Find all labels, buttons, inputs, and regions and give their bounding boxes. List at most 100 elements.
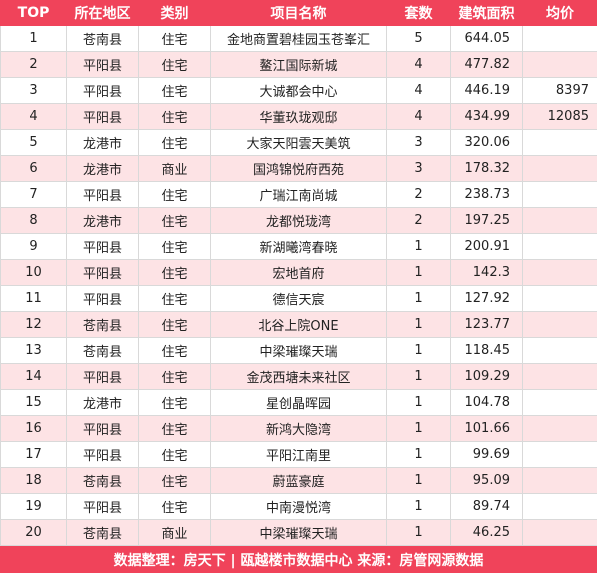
table-row: 5 龙港市 住宅 大家天阳雲天美筑 3 320.06: [0, 129, 597, 156]
header-project-name: 项目名称: [210, 0, 387, 26]
cell-type: 住宅: [138, 337, 211, 364]
cell-region: 苍南县: [66, 311, 139, 338]
cell-project-name: 星创晶晖园: [210, 389, 387, 416]
cell-region: 平阳县: [66, 441, 139, 468]
cell-units: 2: [386, 181, 451, 208]
cell-area: 320.06: [450, 129, 523, 156]
cell-region: 平阳县: [66, 493, 139, 520]
cell-top: 10: [0, 259, 67, 286]
cell-region: 龙港市: [66, 389, 139, 416]
cell-area: 46.25: [450, 519, 523, 546]
table-row: 3 平阳县 住宅 大诚都会中心 4 446.19 8397: [0, 77, 597, 104]
cell-top: 3: [0, 77, 67, 104]
cell-top: 20: [0, 519, 67, 546]
cell-type: 住宅: [138, 207, 211, 234]
cell-region: 苍南县: [66, 337, 139, 364]
table-row: 18 苍南县 住宅 蔚蓝豪庭 1 95.09: [0, 467, 597, 494]
cell-area: 95.09: [450, 467, 523, 494]
cell-project-name: 广瑞江南尚城: [210, 181, 387, 208]
cell-region: 平阳县: [66, 415, 139, 442]
cell-region: 平阳县: [66, 77, 139, 104]
cell-area: 200.91: [450, 233, 523, 260]
cell-units: 5: [386, 25, 451, 52]
table-row: 19 平阳县 住宅 中南漫悦湾 1 89.74: [0, 493, 597, 520]
cell-type: 住宅: [138, 467, 211, 494]
cell-price: [522, 25, 597, 52]
cell-top: 16: [0, 415, 67, 442]
cell-top: 14: [0, 363, 67, 390]
cell-type: 住宅: [138, 441, 211, 468]
cell-area: 477.82: [450, 51, 523, 78]
cell-price: [522, 363, 597, 390]
cell-units: 2: [386, 207, 451, 234]
header-price: 均价: [522, 0, 597, 26]
cell-area: 99.69: [450, 441, 523, 468]
cell-area: 238.73: [450, 181, 523, 208]
cell-type: 住宅: [138, 103, 211, 130]
cell-top: 12: [0, 311, 67, 338]
cell-region: 平阳县: [66, 363, 139, 390]
cell-units: 1: [386, 363, 451, 390]
cell-type: 商业: [138, 519, 211, 546]
cell-region: 平阳县: [66, 259, 139, 286]
cell-area: 644.05: [450, 25, 523, 52]
table-row: 2 平阳县 住宅 鳌江国际新城 4 477.82: [0, 51, 597, 78]
header-type: 类别: [138, 0, 211, 26]
cell-region: 龙港市: [66, 207, 139, 234]
cell-units: 1: [386, 493, 451, 520]
cell-units: 4: [386, 77, 451, 104]
cell-top: 17: [0, 441, 67, 468]
cell-region: 平阳县: [66, 233, 139, 260]
cell-project-name: 中南漫悦湾: [210, 493, 387, 520]
cell-area: 197.25: [450, 207, 523, 234]
cell-type: 住宅: [138, 389, 211, 416]
cell-area: 434.99: [450, 103, 523, 130]
cell-region: 平阳县: [66, 51, 139, 78]
cell-price: [522, 207, 597, 234]
table-row: 6 龙港市 商业 国鸿锦悦府西苑 3 178.32: [0, 155, 597, 182]
cell-price: [522, 337, 597, 364]
table-row: 4 平阳县 住宅 华董玖珑观邸 4 434.99 12085: [0, 103, 597, 130]
table-row: 11 平阳县 住宅 德信天宸 1 127.92: [0, 285, 597, 312]
cell-units: 3: [386, 155, 451, 182]
cell-type: 住宅: [138, 285, 211, 312]
cell-region: 平阳县: [66, 285, 139, 312]
cell-type: 住宅: [138, 415, 211, 442]
table-row: 17 平阳县 住宅 平阳江南里 1 99.69: [0, 441, 597, 468]
cell-units: 1: [386, 233, 451, 260]
footer-credits: 数据整理：房天下 | 瓯越楼市数据中心 来源：房管网源数据: [0, 546, 597, 573]
cell-top: 7: [0, 181, 67, 208]
cell-region: 龙港市: [66, 155, 139, 182]
table-row: 7 平阳县 住宅 广瑞江南尚城 2 238.73: [0, 181, 597, 208]
cell-top: 2: [0, 51, 67, 78]
table-row: 9 平阳县 住宅 新湖曦湾春晓 1 200.91: [0, 233, 597, 260]
cell-type: 住宅: [138, 25, 211, 52]
cell-top: 1: [0, 25, 67, 52]
cell-units: 1: [386, 519, 451, 546]
cell-price: [522, 519, 597, 546]
cell-project-name: 新鸿大隐湾: [210, 415, 387, 442]
cell-top: 11: [0, 285, 67, 312]
cell-type: 住宅: [138, 363, 211, 390]
cell-price: [522, 467, 597, 494]
cell-project-name: 宏地首府: [210, 259, 387, 286]
cell-price: [522, 233, 597, 260]
table-row: 20 苍南县 商业 中梁璀璨天瑞 1 46.25: [0, 519, 597, 546]
cell-top: 13: [0, 337, 67, 364]
cell-type: 住宅: [138, 51, 211, 78]
cell-project-name: 鳌江国际新城: [210, 51, 387, 78]
cell-units: 1: [386, 285, 451, 312]
cell-area: 178.32: [450, 155, 523, 182]
cell-project-name: 德信天宸: [210, 285, 387, 312]
cell-area: 109.29: [450, 363, 523, 390]
cell-type: 住宅: [138, 233, 211, 260]
table-row: 10 平阳县 住宅 宏地首府 1 142.3: [0, 259, 597, 286]
cell-project-name: 平阳江南里: [210, 441, 387, 468]
table-row: 8 龙港市 住宅 龙都悦珑湾 2 197.25: [0, 207, 597, 234]
cell-project-name: 新湖曦湾春晓: [210, 233, 387, 260]
cell-project-name: 国鸿锦悦府西苑: [210, 155, 387, 182]
table-row: 12 苍南县 住宅 北谷上院ONE 1 123.77: [0, 311, 597, 338]
cell-region: 龙港市: [66, 129, 139, 156]
cell-price: [522, 415, 597, 442]
cell-type: 住宅: [138, 77, 211, 104]
